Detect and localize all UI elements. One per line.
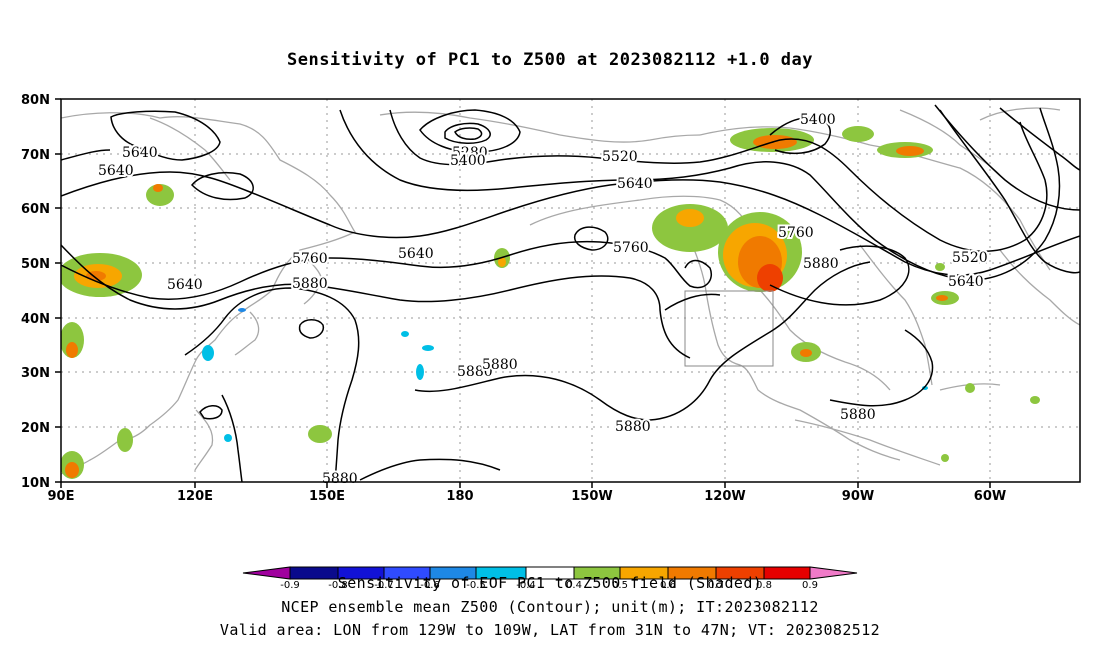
contour-label: 5880 — [322, 471, 358, 487]
contour-label: 5640 — [167, 277, 203, 293]
contour-label: 5280 — [452, 145, 488, 161]
contour-label: 5520 — [602, 149, 638, 165]
contour-label: 5400 — [450, 153, 486, 169]
colorbar-label: -0.6 — [420, 580, 440, 591]
lat-label: 60N — [21, 202, 50, 217]
colorbar-label: -0.8 — [328, 580, 348, 591]
colorbar-label: 0.7 — [708, 580, 724, 591]
lon-label: 180 — [446, 489, 473, 504]
contour-label: 5880 — [615, 419, 651, 435]
contour-label: 5640 — [98, 163, 134, 179]
lat-label: 10N — [21, 476, 50, 491]
colorbar-label: -0.9 — [280, 580, 300, 591]
contour-label: 5880 — [482, 357, 518, 373]
contour-label: 5520 — [952, 250, 988, 266]
colorbar-label: -0.4 — [516, 580, 536, 591]
graticule — [61, 99, 1080, 482]
contour-label: 5640 — [948, 274, 984, 290]
lat-label: 50N — [21, 257, 50, 272]
colorbar-right-arrow — [809, 566, 858, 580]
valid-area-box — [684, 290, 774, 367]
map-title: Sensitivity of PC1 to Z500 at 2023082112… — [286, 50, 813, 70]
contour-label: 5760 — [292, 251, 328, 267]
sensitivity-shading — [61, 126, 1040, 479]
contour-label: 5400 — [800, 112, 836, 128]
z500-contours — [61, 104, 1080, 482]
lat-label: 30N — [21, 366, 50, 381]
caption-contour: NCEP ensemble mean Z500 (Contour); unit(… — [281, 598, 819, 616]
lon-label: 120W — [704, 489, 745, 504]
contour-label: 5760 — [778, 225, 814, 241]
lon-label: 90E — [48, 489, 75, 504]
map-frame — [60, 98, 1081, 483]
lat-label: 40N — [21, 312, 50, 327]
lat-label: 80N — [21, 93, 50, 108]
colorbar-label: 0.9 — [802, 580, 818, 591]
contour-label: 5640 — [617, 176, 653, 192]
contour-label: 5880 — [292, 276, 328, 292]
caption-shading: Sensitivity of EOF PC1 to Z500 field (Sh… — [337, 574, 763, 592]
colorbar-label: -0.5 — [466, 580, 486, 591]
contour-label: 5640 — [398, 246, 434, 262]
tick-marks — [55, 98, 991, 488]
colorbar-label: 0.4 — [566, 580, 582, 591]
contour-labels: 5640 5640 5640 5760 5880 5640 5280 5400 … — [96, 110, 990, 489]
contour-label: 5760 — [613, 240, 649, 256]
caption-valid-area: Valid area: LON from 129W to 109W, LAT f… — [219, 621, 881, 639]
lon-labels: 90E 120E 150E 180 150W 120W 90W 60W — [48, 489, 1007, 504]
colorbar-label: 0.8 — [756, 580, 772, 591]
contour-label: 5880 — [803, 256, 839, 272]
colorbar-label: 0.5 — [612, 580, 628, 591]
colorbar-label: -0.7 — [374, 580, 394, 591]
colorbar-label: 0.6 — [660, 580, 676, 591]
contour-label: 5880 — [840, 407, 876, 423]
lon-label: 90W — [842, 489, 874, 504]
contour-label: 5640 — [122, 145, 158, 161]
lon-label: 120E — [177, 489, 213, 504]
lat-labels: 80N 70N 60N 50N 40N 30N 20N 10N — [21, 93, 50, 491]
lon-label: 150E — [309, 489, 345, 504]
lat-label: 20N — [21, 421, 50, 436]
lat-label: 70N — [21, 148, 50, 163]
contour-label: 5880 — [457, 364, 493, 380]
lon-label: 150W — [571, 489, 612, 504]
colorbar: -0.9 -0.8 -0.7 -0.6 -0.5 -0.4 0.4 0.5 0.… — [242, 566, 858, 591]
lon-label: 60W — [974, 489, 1006, 504]
